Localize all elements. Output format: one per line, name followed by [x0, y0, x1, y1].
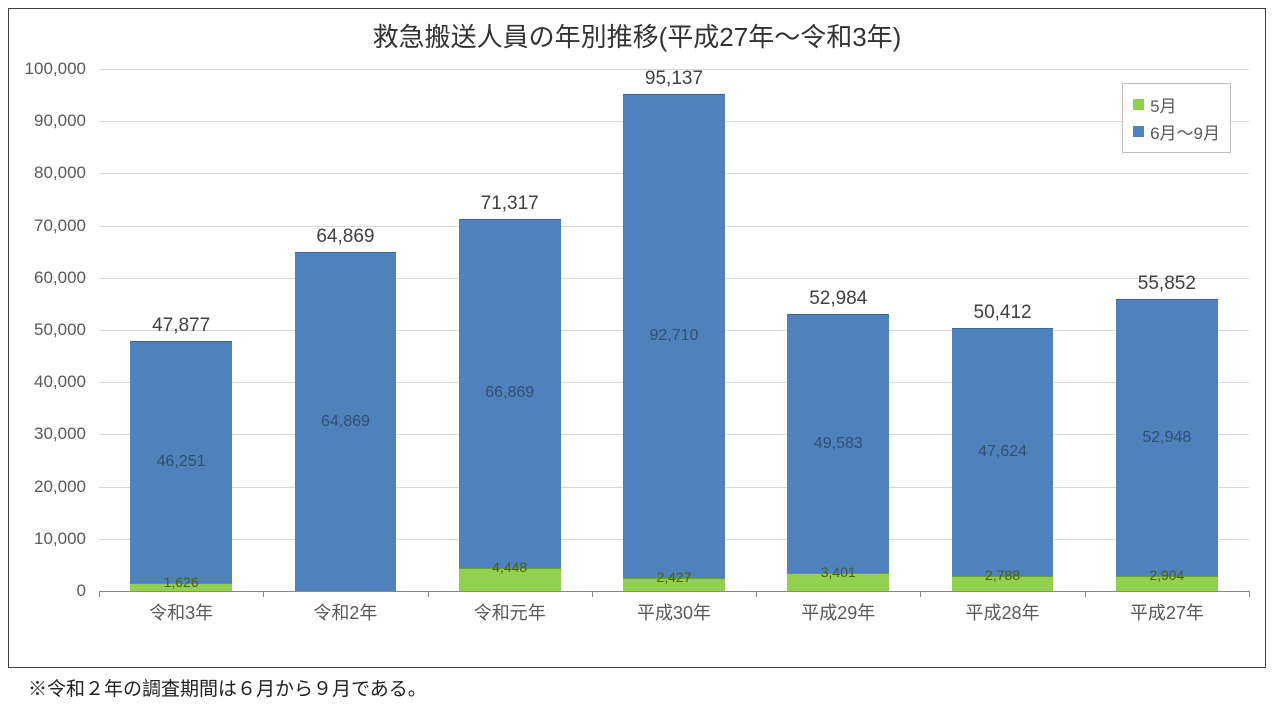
bar-segment-label-may: 4,448: [459, 559, 561, 575]
x-axis-label: 平成27年: [1130, 599, 1204, 625]
x-axis-label: 平成28年: [966, 599, 1040, 625]
bar-segment-label-junsep: 46,251: [130, 453, 232, 471]
bar-segment-label-may: 3,401: [787, 564, 889, 580]
y-tick-label: 50,000: [34, 320, 86, 340]
bar-total-label: 95,137: [623, 68, 725, 90]
legend: 5月 6月～9月: [1122, 83, 1231, 153]
y-tick-label: 10,000: [34, 529, 86, 549]
legend-row-junsep: 6月～9月: [1133, 119, 1220, 144]
bar-total-label: 52,984: [787, 288, 889, 310]
bar-group: 64,86964,869: [295, 252, 397, 591]
bar-segment-label-may: 1,626: [130, 574, 232, 590]
bar-segment-label-may: 2,788: [952, 567, 1054, 583]
bar-group: 52,98449,5833,401: [787, 314, 889, 591]
x-tick-mark: [920, 591, 921, 597]
y-tick-label: 0: [77, 581, 86, 601]
bar-total-label: 64,869: [295, 226, 397, 248]
y-axis: 0 10,000 20,000 30,000 40,000 50,000 60,000 70,…: [9, 69, 94, 619]
x-axis-label: 平成30年: [637, 599, 711, 625]
bar-total-label: 47,877: [130, 315, 232, 337]
bar-group: 71,31766,8694,448: [459, 219, 561, 591]
bar-total-label: 71,317: [459, 193, 561, 215]
x-tick-mark: [1249, 591, 1250, 597]
footnote: ※令和２年の調査期間は６月から９月である。: [8, 674, 1266, 701]
y-tick-label: 60,000: [34, 268, 86, 288]
y-tick-label: 80,000: [34, 163, 86, 183]
x-axis-label: 令和3年: [149, 599, 213, 625]
bars-area: 47,87746,2511,62664,86964,86971,31766,86…: [99, 69, 1249, 619]
bar-segment-label-may: 2,427: [623, 569, 725, 585]
bar-total-label: 55,852: [1116, 273, 1218, 295]
bar-group: 50,41247,6242,788: [952, 328, 1054, 591]
x-tick-mark: [756, 591, 757, 597]
bar-segment-label-junsep: 52,948: [1116, 429, 1218, 447]
x-tick-mark: [263, 591, 264, 597]
y-tick-label: 20,000: [34, 477, 86, 497]
bar-group: 95,13792,7102,427: [623, 94, 725, 591]
x-tick-mark: [592, 591, 593, 597]
y-tick-label: 90,000: [34, 111, 86, 131]
x-tick-mark: [1085, 591, 1086, 597]
bar-group: 55,85252,9482,904: [1116, 299, 1218, 591]
bar-segment-label-junsep: 92,710: [623, 327, 725, 345]
bar-segment-label-junsep: 47,624: [952, 443, 1054, 461]
legend-row-may: 5月: [1133, 92, 1220, 117]
bar-total-label: 50,412: [952, 302, 1054, 324]
bar-segment-label-junsep: 66,869: [459, 384, 561, 402]
plot-area: 47,87746,2511,62664,86964,86971,31766,86…: [99, 69, 1249, 619]
y-tick-label: 30,000: [34, 424, 86, 444]
y-tick-label: 70,000: [34, 216, 86, 236]
chart-title: 救急搬送人員の年別推移(平成27年～令和3年): [9, 9, 1265, 54]
x-axis-label: 令和2年: [313, 599, 377, 625]
x-axis-label: 平成29年: [801, 599, 875, 625]
x-tick-mark: [428, 591, 429, 597]
chart-container: 救急搬送人員の年別推移(平成27年～令和3年) 0 10,000 20,000 30,…: [8, 8, 1266, 668]
legend-swatch-may: [1133, 99, 1144, 110]
x-axis-label: 令和元年: [474, 599, 546, 625]
legend-label-may: 5月: [1150, 92, 1176, 117]
bar-group: 47,87746,2511,626: [130, 341, 232, 591]
y-tick-label: 100,000: [25, 59, 86, 79]
bar-segment-label-junsep: 64,869: [295, 413, 397, 431]
bar-segment-label-may: 2,904: [1116, 567, 1218, 583]
legend-label-junsep: 6月～9月: [1150, 119, 1220, 144]
x-tick-mark: [99, 591, 100, 597]
legend-swatch-junsep: [1133, 126, 1144, 137]
bar-segment-label-junsep: 49,583: [787, 435, 889, 453]
y-tick-label: 40,000: [34, 372, 86, 392]
